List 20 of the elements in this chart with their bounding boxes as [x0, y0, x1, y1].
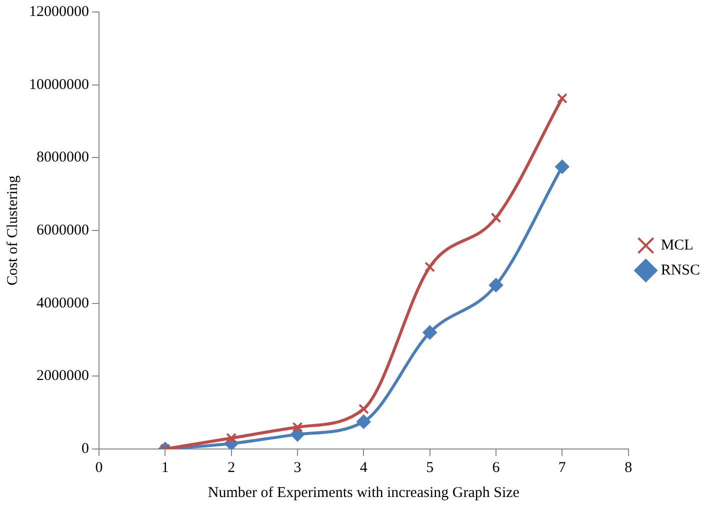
y-tick-label: 4000000 [36, 295, 89, 312]
x-tick-label: 0 [95, 460, 103, 476]
y-tick-label: 12000000 [29, 4, 89, 20]
y-tick-label: 8000000 [36, 150, 89, 166]
y-tick-label: 10000000 [29, 76, 89, 93]
y-tick-label: 6000000 [36, 222, 89, 238]
x-tick-label: 4 [360, 460, 368, 476]
x-tick-label: 2 [228, 460, 236, 476]
y-tick-label: 0 [82, 440, 89, 457]
legend-label: RNSC [660, 262, 700, 278]
x-tick-label: 6 [492, 460, 500, 476]
x-tick-label: 7 [558, 460, 566, 476]
x-tick-label: 8 [624, 460, 632, 476]
y-tick-label: 2000000 [36, 368, 89, 384]
legend-label: MCL [660, 237, 694, 254]
x-tick-label: 5 [426, 460, 434, 476]
x-tick-label: 1 [161, 460, 169, 476]
x-axis-title: Number of Experiments with increasing Graph Size [208, 484, 520, 501]
y-axis-title: Cost of Clustering [4, 175, 21, 286]
x-tick-label: 3 [294, 460, 302, 476]
